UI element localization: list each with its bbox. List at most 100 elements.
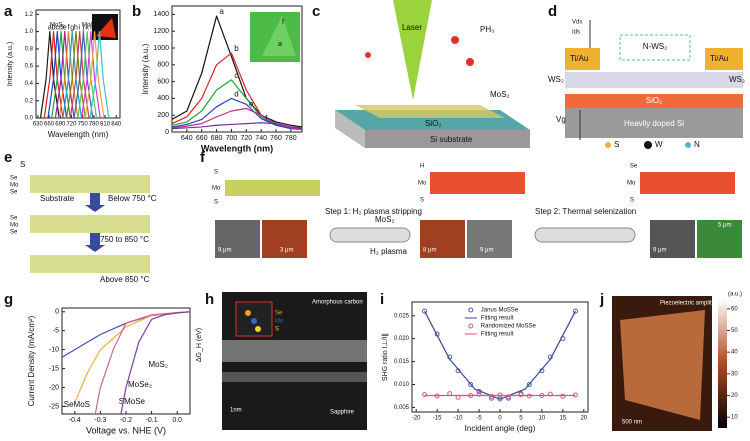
series-label: d (59, 24, 63, 31)
annotation: MoSe₂ (82, 23, 101, 29)
x-tick-label: -5 (476, 416, 482, 422)
series-line (424, 310, 576, 400)
ws2-layer (565, 72, 743, 88)
x-tick-label: 640 (181, 135, 193, 142)
legend-label: Janus MoSSe (481, 308, 519, 314)
y-tick-label: 1200 (153, 28, 169, 35)
series-label: e (63, 24, 67, 31)
si-substrate (365, 130, 530, 148)
lattice-band (222, 372, 367, 382)
point (526, 382, 532, 387)
flake (620, 310, 705, 420)
panel-e: S Se Mo Se Substrate Below 750 °C Se Mo … (10, 160, 157, 284)
legend-label: Fitting result (481, 332, 514, 338)
y-tick-label: -25 (49, 403, 59, 410)
point (489, 393, 495, 399)
y-tick-label: 0 (165, 129, 169, 136)
series-label: k (85, 24, 89, 31)
x-tick-label: 750 (78, 122, 89, 128)
x-tick-label: -0.4 (69, 417, 81, 424)
series-label: e (249, 100, 254, 109)
sio2-layer (565, 94, 743, 108)
panel-label: h (205, 291, 214, 308)
molecule (430, 172, 525, 194)
label: SiO₂ (425, 119, 441, 128)
micrograph (262, 220, 307, 258)
label: Below 750 °C (108, 194, 157, 203)
inset-flake (262, 16, 296, 56)
y-tick-label: 400 (157, 95, 169, 102)
series-line (89, 31, 110, 119)
label: H₂ plasma (370, 247, 407, 256)
colorbar (718, 298, 727, 428)
label: N (694, 140, 700, 149)
point (547, 391, 553, 397)
panel-label: e (4, 149, 12, 166)
point (422, 308, 428, 314)
label: MoS₂ (490, 90, 510, 99)
label: Se (630, 164, 638, 170)
series-label: i (79, 24, 81, 31)
series-line (77, 31, 98, 119)
label: Si substrate (430, 135, 473, 144)
series-label: h (74, 24, 78, 31)
panel-c: Laser PH₃ MoS₂ SiO₂ Si substrate (335, 0, 530, 148)
legend-label: Randomized MoSSe (481, 324, 537, 330)
lattice-band (222, 340, 367, 362)
y-tick-label: 0.2 (25, 98, 34, 104)
panel-h: Amorphous carbon Se Mo S 1nm Sapphire (222, 292, 367, 430)
x-tick-label: 760 (270, 135, 282, 142)
panel-g: S Mo S Step 1: H₂ plasma stripping MoS₂ … (212, 164, 742, 258)
y-tick-label: 0.4 (25, 81, 34, 87)
y-axis-label: SHG ratio I⊥/I∥ (381, 333, 389, 381)
y-tick-label: 1400 (153, 11, 169, 18)
label: Ti/Au (710, 54, 728, 63)
panel-label: a (4, 3, 13, 20)
x-axis-label: Wavelength (nm) (201, 143, 273, 153)
series-label: g (70, 24, 74, 31)
atom (245, 310, 251, 316)
series-label: m (92, 24, 98, 31)
series-label: a (48, 24, 52, 31)
micrograph (650, 220, 695, 258)
scale-label: 8 μm (423, 248, 436, 254)
label: WS₂ (548, 75, 564, 84)
x-tick-label: 20 (580, 416, 587, 422)
y-axis-label: Intensity (a.u.) (141, 43, 150, 94)
tick-label: 60 (731, 306, 738, 312)
droplet (466, 58, 474, 66)
series-label: a (219, 7, 224, 16)
x-tick-label: 5 (519, 416, 523, 422)
point (476, 391, 482, 397)
x-tick-label: 15 (560, 416, 567, 422)
series-label: l (90, 24, 92, 31)
scale-label: 9 μm (480, 248, 493, 254)
x-tick-label: 690 (55, 122, 66, 128)
label: Mo (418, 181, 427, 187)
layer (30, 215, 150, 233)
tick-label: 10 (731, 415, 738, 421)
droplet (451, 36, 459, 44)
y-tick-label: 200 (157, 112, 169, 119)
label: Ids (572, 30, 580, 36)
x-tick-label: 660 (196, 135, 208, 142)
label: Laser (402, 23, 422, 32)
point (422, 392, 428, 398)
scale-label: 5 μm (718, 223, 731, 229)
label: Step 2: Thermal selenization (535, 207, 636, 216)
micrograph (467, 220, 512, 258)
label: Piezoelectric amplitude (660, 301, 722, 307)
x-tick-label: 0.0 (172, 417, 182, 424)
arrow (85, 233, 105, 252)
label: Se (10, 190, 18, 196)
label: (a.u.) (728, 292, 742, 298)
point (572, 308, 578, 314)
series-line (80, 31, 101, 119)
label: Ti/Au (570, 54, 588, 63)
x-tick-label: 840 (111, 122, 122, 128)
series-label: j (82, 24, 85, 31)
x-tick-label: 780 (89, 122, 100, 128)
scale-label: 3 μm (280, 248, 293, 254)
series-label: f (265, 114, 268, 123)
